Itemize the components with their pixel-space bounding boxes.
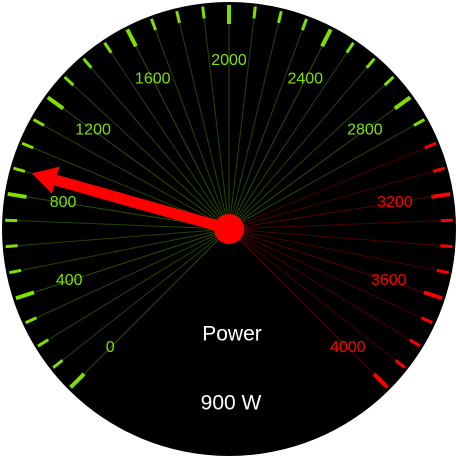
minor-tick — [394, 359, 406, 369]
minor-tick — [413, 118, 426, 127]
minor-tick — [277, 10, 283, 24]
minor-tick — [383, 75, 395, 87]
major-tick — [69, 372, 86, 389]
minor-tick — [5, 244, 18, 249]
needle — [31, 166, 244, 244]
minor-tick — [436, 268, 449, 275]
ray — [72, 84, 230, 230]
tick-label: 2000 — [211, 52, 247, 69]
minor-tick — [13, 166, 26, 173]
ray — [228, 228, 411, 341]
minor-tick — [63, 75, 75, 87]
minor-tick — [432, 166, 445, 173]
minor-tick — [24, 316, 38, 325]
ray — [62, 228, 230, 361]
ray — [228, 67, 368, 230]
major-tick — [125, 28, 138, 48]
tick-label: 4000 — [330, 339, 366, 356]
ray — [228, 52, 348, 230]
ray — [33, 228, 230, 293]
major-tick — [320, 28, 333, 48]
ray — [228, 29, 303, 230]
minor-tick — [408, 338, 421, 348]
ray — [228, 22, 279, 230]
ray — [47, 228, 230, 341]
minor-tick — [9, 268, 22, 275]
ray — [17, 220, 230, 230]
value-label: 900 W — [201, 392, 262, 415]
tick-label: 0 — [106, 339, 115, 356]
ray — [228, 18, 255, 230]
minor-tick — [365, 57, 376, 69]
minor-tick — [424, 141, 437, 150]
ray — [228, 170, 434, 230]
tick-label: 400 — [56, 272, 83, 289]
tick-label: 3200 — [377, 194, 413, 211]
ray — [228, 46, 323, 230]
ray — [228, 228, 422, 319]
tick-label: 2400 — [287, 71, 323, 88]
ray — [228, 228, 375, 375]
minor-tick — [420, 316, 434, 325]
ray — [228, 220, 441, 230]
ray — [17, 228, 230, 247]
major-tick — [423, 290, 443, 301]
minor-tick — [175, 10, 181, 24]
ray — [228, 228, 396, 361]
minor-tick — [82, 57, 93, 69]
ray — [228, 108, 396, 230]
gauge-title: Power — [202, 323, 262, 346]
ray — [20, 228, 230, 271]
ray — [155, 29, 230, 230]
ray — [135, 46, 230, 230]
major-tick — [7, 191, 27, 199]
ray — [228, 147, 426, 230]
ray — [203, 18, 230, 230]
ray — [110, 52, 230, 230]
minor-tick — [440, 244, 453, 249]
tick-label: 3600 — [371, 272, 407, 289]
minor-tick — [300, 18, 308, 31]
ray — [62, 108, 230, 230]
ray — [179, 22, 230, 230]
tick-label: 1600 — [135, 71, 171, 88]
needle-shaft — [50, 174, 235, 235]
needle-hub — [214, 214, 244, 244]
major-tick — [431, 191, 451, 199]
minor-tick — [103, 41, 113, 54]
needle-head — [31, 166, 60, 194]
ray — [36, 228, 230, 319]
minor-tick — [21, 141, 34, 150]
major-tick — [372, 372, 389, 389]
ray — [228, 228, 425, 293]
minor-tick — [201, 6, 206, 19]
ray — [228, 196, 432, 230]
ray — [228, 84, 386, 230]
minor-tick — [52, 359, 64, 369]
ray — [90, 67, 230, 230]
tick-label: 2800 — [347, 121, 383, 138]
minor-tick — [32, 118, 45, 127]
major-tick — [15, 290, 35, 301]
major-tick — [393, 95, 412, 111]
tick-label: 1200 — [75, 121, 111, 138]
ray — [228, 228, 438, 271]
minor-tick — [345, 41, 355, 54]
minor-tick — [252, 6, 257, 19]
tick-label: 800 — [50, 194, 77, 211]
ray — [228, 228, 441, 247]
minor-tick — [37, 338, 50, 348]
ray — [43, 124, 230, 230]
major-tick — [46, 95, 65, 111]
ray — [83, 228, 230, 375]
minor-tick — [150, 18, 158, 31]
ray — [228, 124, 415, 230]
